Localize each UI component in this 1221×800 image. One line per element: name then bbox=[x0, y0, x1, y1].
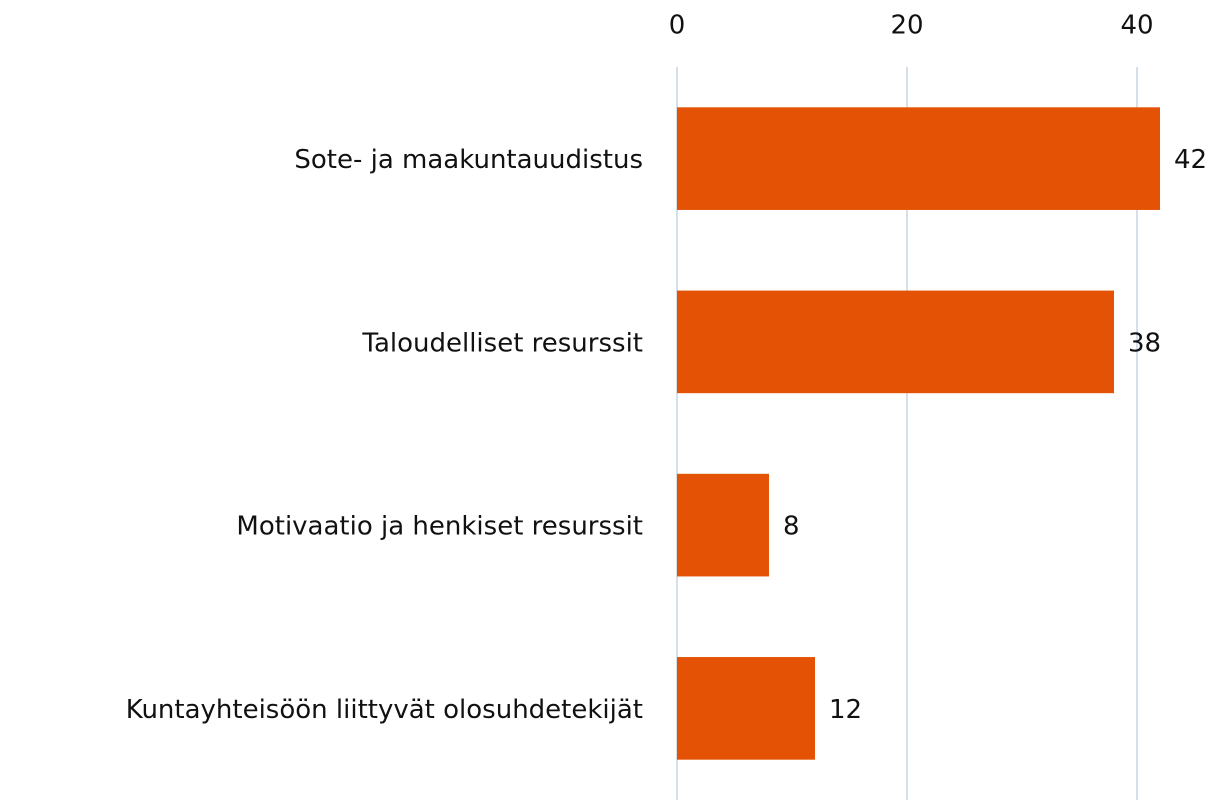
x-tick-label: 20 bbox=[890, 11, 923, 41]
y-tick-label: Kuntayhteisöön liittyvät olosuhdetekijät bbox=[126, 695, 643, 725]
y-tick-label: Taloudelliset resurssit bbox=[361, 328, 643, 358]
bar bbox=[677, 473, 769, 577]
value-label: 42 bbox=[1174, 145, 1207, 175]
bar bbox=[677, 107, 1160, 210]
value-label: 8 bbox=[783, 512, 800, 542]
value-label: 12 bbox=[829, 695, 862, 725]
x-tick-label: 0 bbox=[669, 11, 686, 41]
x-tick-label: 40 bbox=[1120, 11, 1153, 41]
bar bbox=[677, 657, 815, 760]
value-label: 38 bbox=[1128, 328, 1161, 358]
y-tick-label: Sote- ja maakuntauudistus bbox=[294, 145, 643, 175]
y-tick-label: Motivaatio ja henkiset resurssit bbox=[236, 512, 643, 542]
bar bbox=[677, 290, 1114, 394]
